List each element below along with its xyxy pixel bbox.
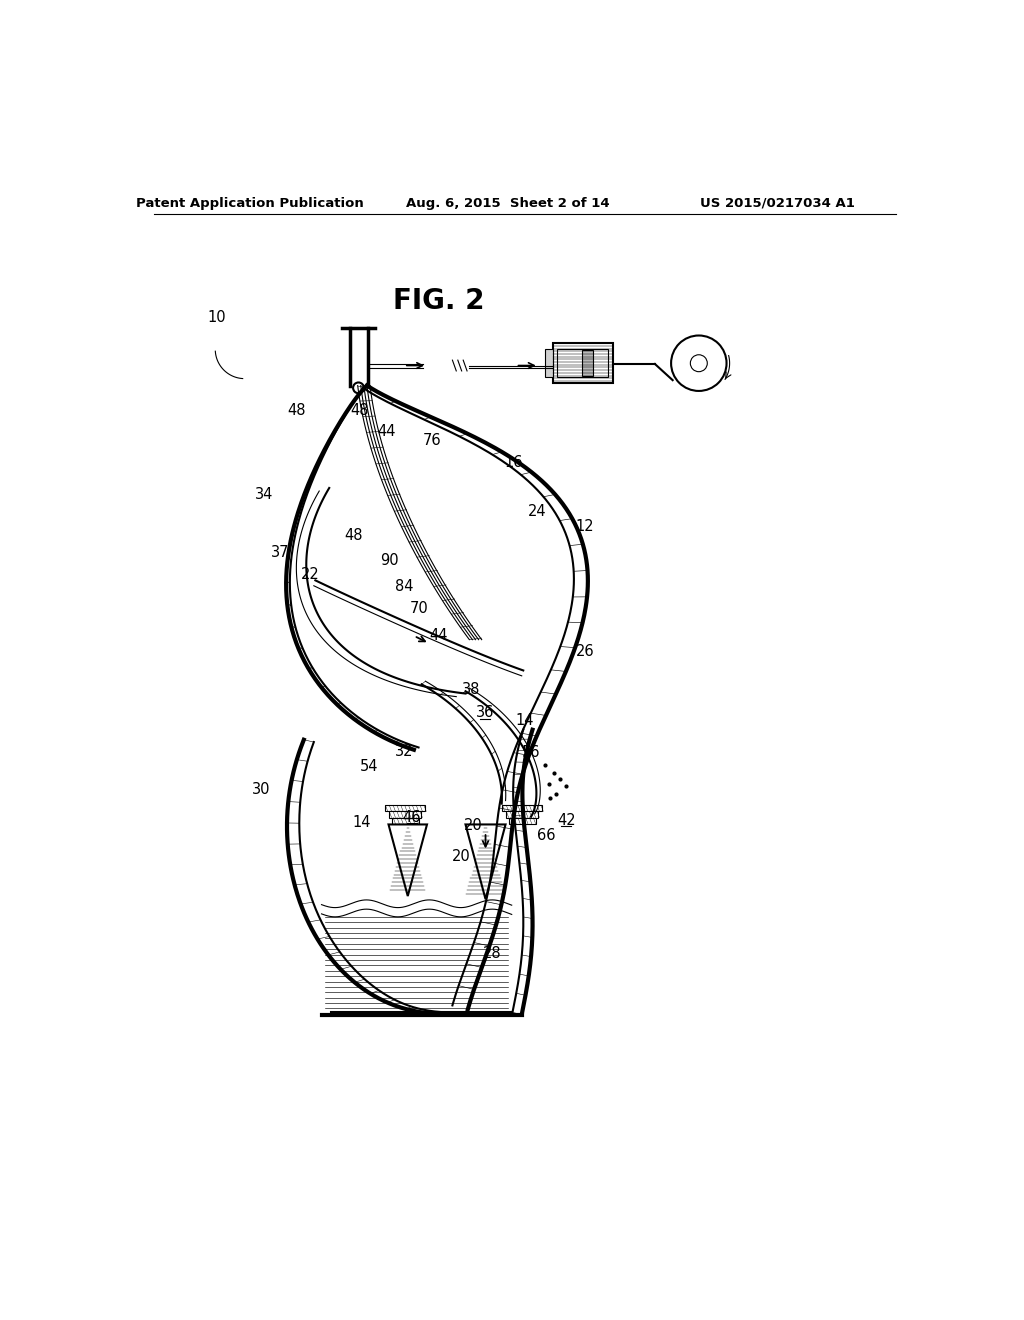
Text: US 2015/0217034 A1: US 2015/0217034 A1 <box>700 197 855 210</box>
Polygon shape <box>557 350 608 378</box>
Text: 54: 54 <box>360 759 379 775</box>
Polygon shape <box>545 350 553 378</box>
Text: 32: 32 <box>395 743 414 759</box>
Text: 12: 12 <box>575 519 594 535</box>
Polygon shape <box>392 817 419 824</box>
Text: 38: 38 <box>462 682 480 697</box>
Text: 20: 20 <box>453 849 471 865</box>
Text: 48: 48 <box>288 404 306 418</box>
Text: 56: 56 <box>521 746 541 760</box>
Text: Aug. 6, 2015  Sheet 2 of 14: Aug. 6, 2015 Sheet 2 of 14 <box>407 197 609 210</box>
Text: 34: 34 <box>255 487 273 503</box>
Text: 26: 26 <box>575 644 594 659</box>
Text: 28: 28 <box>483 945 502 961</box>
Polygon shape <box>388 812 421 817</box>
Text: FIG. 2: FIG. 2 <box>393 286 484 315</box>
Polygon shape <box>582 350 593 376</box>
Text: 22: 22 <box>301 566 321 582</box>
Text: Patent Application Publication: Patent Application Publication <box>136 197 364 210</box>
Text: 84: 84 <box>395 579 414 594</box>
Text: 10: 10 <box>208 310 226 325</box>
Text: 14: 14 <box>515 713 535 729</box>
Text: 42: 42 <box>557 813 575 828</box>
Polygon shape <box>385 805 425 812</box>
Polygon shape <box>506 812 538 817</box>
Text: 90: 90 <box>380 553 398 568</box>
Text: 20: 20 <box>464 817 482 833</box>
Polygon shape <box>388 825 427 896</box>
Text: 37: 37 <box>270 545 289 560</box>
Text: 66: 66 <box>538 829 556 843</box>
Text: 44: 44 <box>429 628 447 643</box>
Text: 24: 24 <box>527 503 547 519</box>
Text: 70: 70 <box>410 602 429 616</box>
Polygon shape <box>509 817 536 824</box>
Text: 48: 48 <box>351 404 370 418</box>
Text: 76: 76 <box>423 433 441 447</box>
Text: 30: 30 <box>252 783 270 797</box>
Polygon shape <box>502 805 542 812</box>
Text: 46: 46 <box>402 810 421 825</box>
Text: 16: 16 <box>505 455 523 470</box>
Text: 14: 14 <box>352 814 371 830</box>
Text: 36: 36 <box>475 705 494 721</box>
Polygon shape <box>466 825 506 899</box>
Text: 48: 48 <box>345 528 364 544</box>
Text: 44: 44 <box>377 424 395 440</box>
